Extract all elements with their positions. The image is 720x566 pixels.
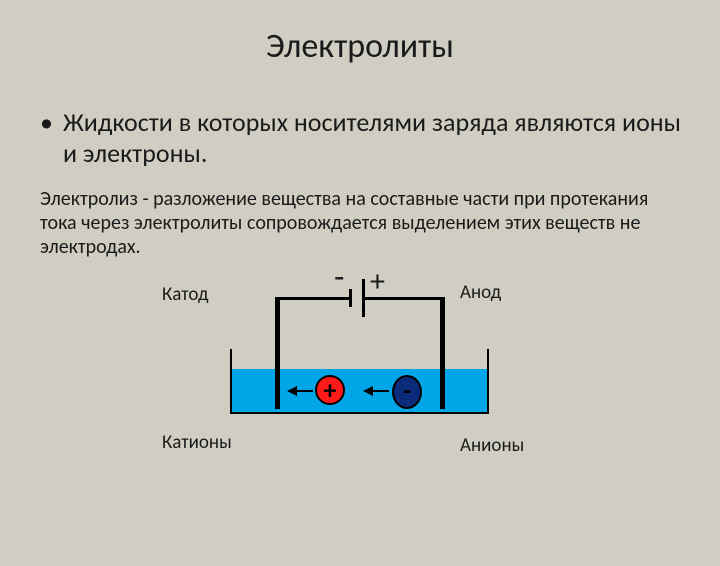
anode-label: Анод	[460, 281, 501, 304]
cations-label: Катионы	[162, 431, 232, 454]
wire-top-right	[365, 297, 443, 300]
bullet-block: • Жидкости в которых носителями заряда я…	[40, 107, 690, 169]
cathode-label: Катод	[162, 283, 209, 306]
bullet-dot: •	[40, 107, 53, 169]
ion-arrow-left	[363, 386, 389, 396]
wire-top-left	[275, 297, 349, 300]
anode-electrode-in-liquid	[440, 367, 445, 409]
paragraph: Электролиз - разложение вещества на сост…	[40, 187, 670, 259]
cation-sign: +	[324, 377, 337, 403]
battery-plus-icon: +	[370, 263, 385, 300]
page-title: Электролиты	[0, 26, 720, 67]
anion-sign: -	[403, 377, 411, 403]
liquid	[232, 369, 487, 412]
battery-short-plate	[349, 289, 352, 307]
arrow-line	[297, 390, 313, 392]
cathode-electrode-in-liquid	[275, 367, 280, 409]
electrolysis-diagram: Катод Анод Катионы Анионы - + + -	[150, 269, 570, 459]
cation-arrow	[287, 386, 313, 396]
bullet-text: Жидкости в которых носителями заряда явл…	[63, 107, 690, 169]
bullet-item: • Жидкости в которых носителями заряда я…	[40, 107, 690, 169]
anions-label: Анионы	[460, 434, 524, 457]
battery-minus-icon: -	[334, 257, 344, 298]
arrow-head-left-icon	[363, 386, 373, 396]
arrow-head-left-icon	[287, 386, 297, 396]
arrow-line	[373, 390, 389, 392]
